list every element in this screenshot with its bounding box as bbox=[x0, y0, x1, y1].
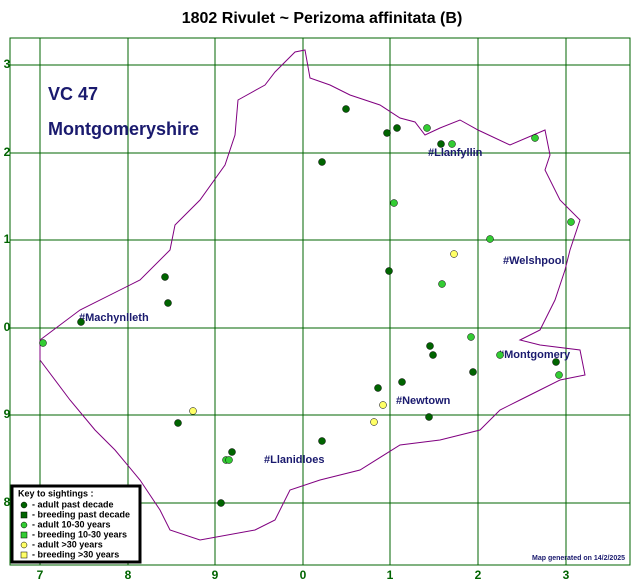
county-outline bbox=[39, 49, 586, 541]
place-label: #Llanidloes bbox=[264, 454, 325, 466]
place-label: #Montgomery bbox=[498, 349, 571, 361]
key-item: - adult 10-30 years bbox=[32, 519, 111, 529]
grid-label: 9 bbox=[4, 407, 11, 421]
place-label: #Newtown bbox=[396, 395, 451, 407]
key-item: - adult >30 years bbox=[32, 539, 103, 549]
grid-label: 3 bbox=[563, 568, 570, 582]
grid-label: 2 bbox=[4, 145, 11, 159]
grid-label: 2 bbox=[475, 568, 482, 582]
place-label: #Welshpool bbox=[503, 255, 565, 267]
key-title: Key to sightings : bbox=[18, 488, 94, 498]
county-label: Montgomeryshire bbox=[48, 119, 199, 139]
key-item: - adult past decade bbox=[32, 499, 114, 509]
place-label: #Llanfyllin bbox=[428, 147, 483, 159]
key-item: - breeding 10-30 years bbox=[32, 529, 127, 539]
grid-label: 8 bbox=[4, 495, 11, 509]
key: Key to sightings : - adult past decade -… bbox=[10, 484, 142, 564]
key-item: - breeding >30 years bbox=[32, 549, 119, 559]
grid-label: 0 bbox=[4, 320, 11, 334]
grid-label: 7 bbox=[37, 568, 44, 582]
grid-label: 3 bbox=[4, 57, 11, 71]
map-title: 1802 Rivulet ~ Perizoma affinitata (B) bbox=[182, 10, 463, 27]
sightings bbox=[39, 105, 575, 507]
grid-label: 9 bbox=[212, 568, 219, 582]
map-frame bbox=[9, 37, 631, 566]
footer: Map generated on 14/2/2025 bbox=[532, 555, 625, 562]
vc-label: VC 47 bbox=[48, 84, 98, 104]
grid-label: 1 bbox=[387, 568, 394, 582]
grid-label: 0 bbox=[300, 568, 307, 582]
y-labels: 3 2 1 0 9 8 bbox=[4, 57, 11, 509]
x-labels: 7 8 9 0 1 2 3 bbox=[37, 568, 570, 582]
grid-label: 1 bbox=[4, 232, 11, 246]
grid-label: 8 bbox=[125, 568, 132, 582]
place-label: #Machynlleth bbox=[79, 312, 149, 324]
key-item: - breeding past decade bbox=[32, 509, 130, 519]
